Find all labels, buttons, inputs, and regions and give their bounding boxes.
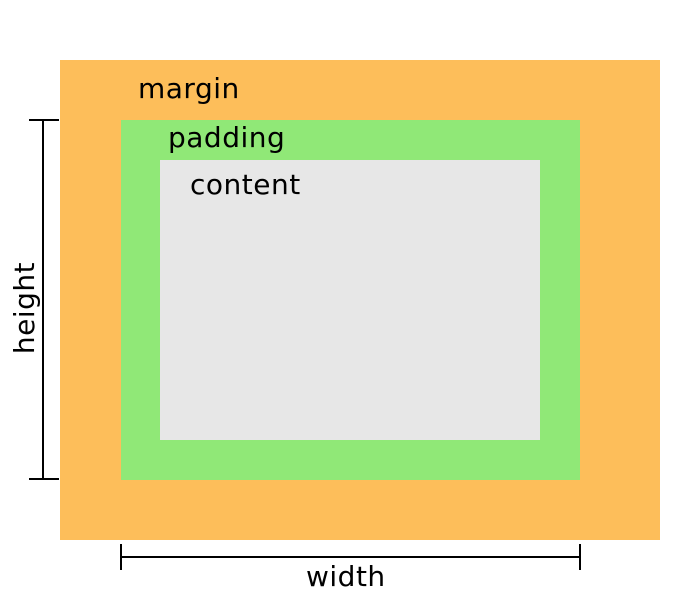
padding-label: padding (168, 121, 286, 154)
height-label: height (8, 261, 41, 355)
height-dimension-line (42, 120, 44, 479)
width-dimension-cap-left (120, 544, 122, 570)
width-label: width (306, 560, 386, 593)
margin-label: margin (138, 72, 240, 105)
height-dimension-cap-bottom (29, 478, 59, 480)
content-label: content (190, 168, 301, 201)
content-box (160, 160, 540, 440)
width-dimension-cap-right (579, 544, 581, 570)
width-dimension-line (121, 556, 580, 558)
height-dimension-cap-top (29, 119, 59, 121)
